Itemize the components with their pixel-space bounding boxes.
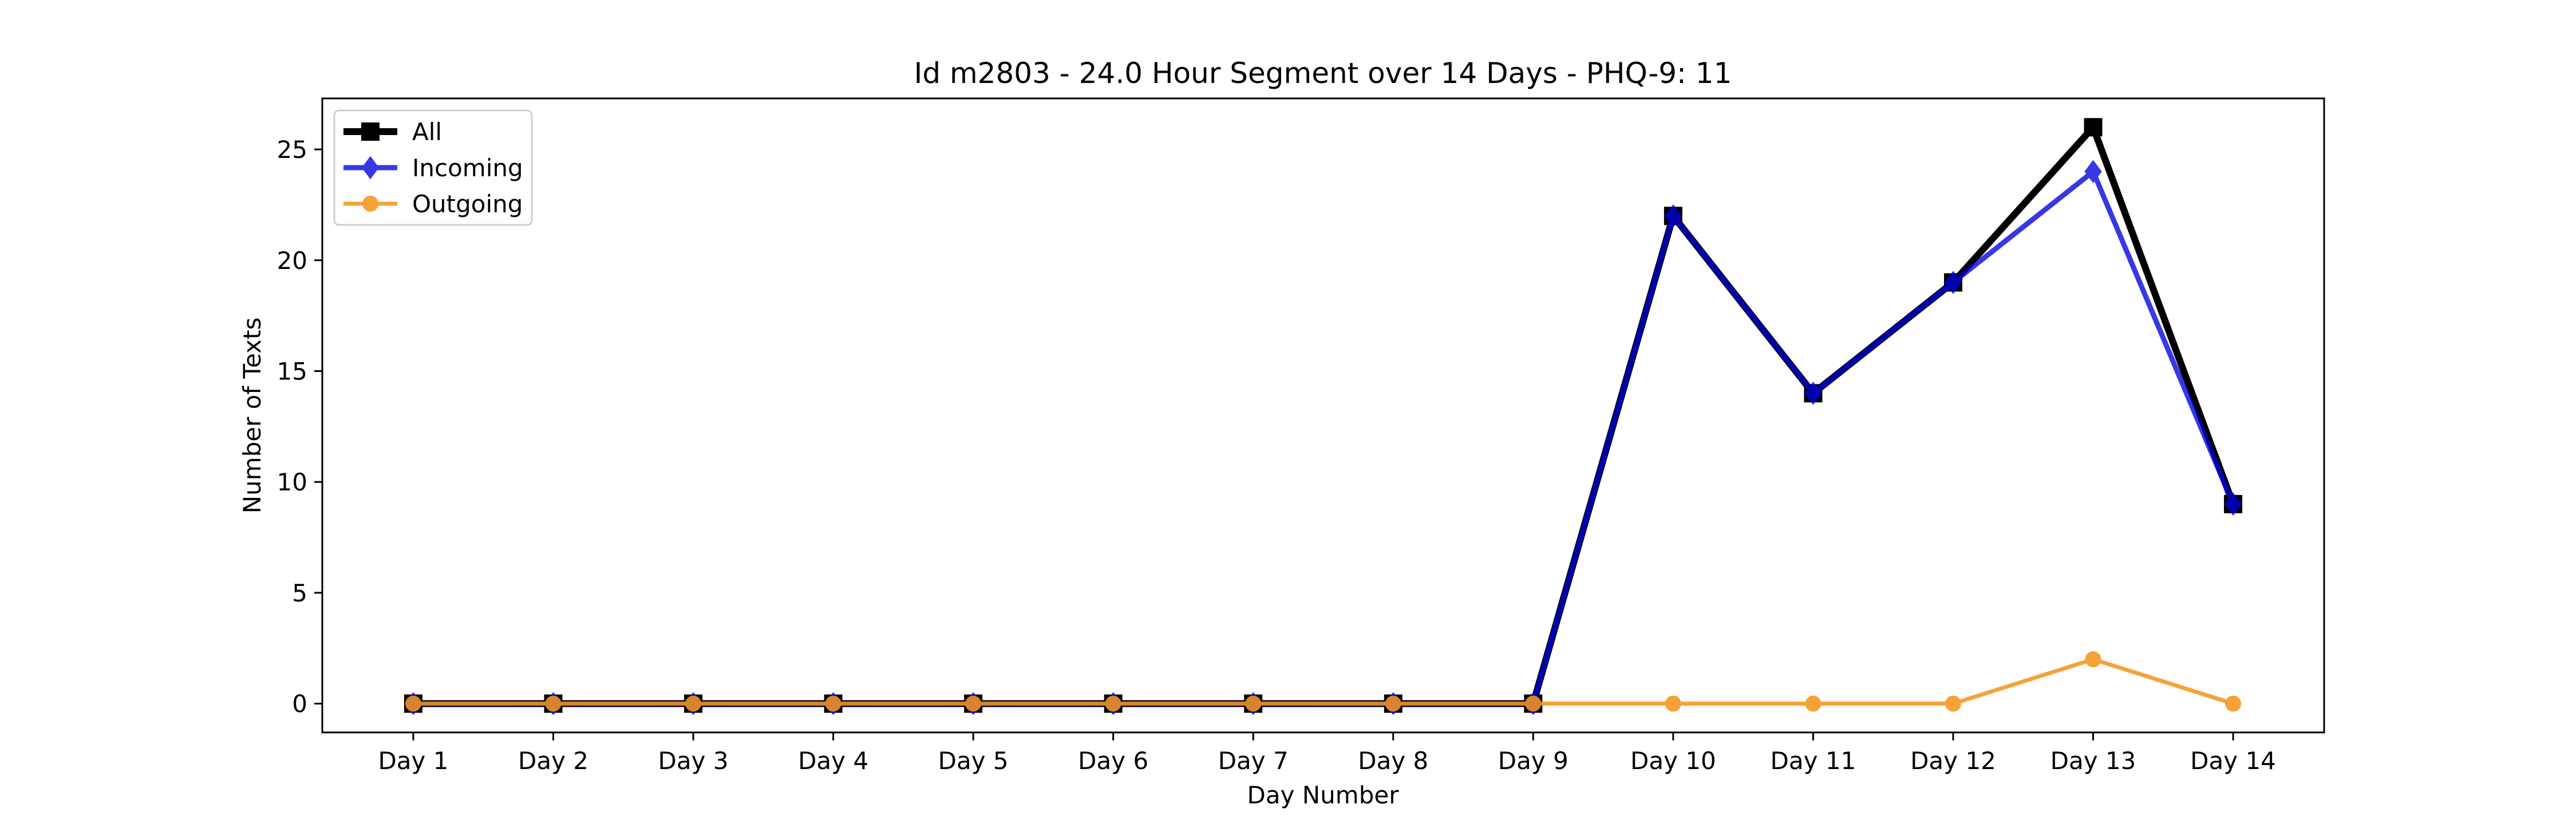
y-tick-label: 25 — [277, 136, 307, 164]
x-axis-ticks: Day 1 Day 2 Day 3 Day 4 Day 5 Day 6 Day 7 Day 8… — [378, 732, 2276, 775]
data-point-incoming — [2224, 492, 2242, 516]
legend-item-incoming — [343, 156, 397, 180]
x-tick-label: Day 7 — [1218, 747, 1289, 775]
x-tick-label: Day 3 — [658, 747, 729, 775]
x-tick-label: Day 2 — [518, 747, 588, 775]
data-point-outgoing — [1525, 695, 1542, 712]
data-point-outgoing — [405, 695, 421, 712]
x-tick-label: Day 1 — [378, 747, 448, 775]
data-point-outgoing — [1385, 695, 1401, 712]
y-tick-label: 0 — [292, 690, 307, 718]
x-tick-label: Day 4 — [798, 747, 868, 775]
data-point-outgoing — [825, 695, 841, 712]
legend-marker — [361, 156, 380, 180]
plot-frame — [321, 97, 2325, 734]
data-point-incoming — [1804, 381, 1822, 405]
data-point-outgoing — [1105, 695, 1121, 712]
data-point-outgoing — [685, 695, 702, 712]
x-tick-label: Day 6 — [1078, 747, 1148, 775]
legend-label: All — [412, 118, 442, 146]
y-axis-label: Number of Texts — [238, 318, 266, 514]
x-tick-label: Day 10 — [1630, 747, 1716, 775]
legend-item-all — [343, 122, 397, 141]
y-axis-ticks: 0 5 10 15 20 25 — [277, 136, 322, 718]
legend-item-outgoing — [343, 196, 397, 212]
legend: All Incoming Outgoing — [333, 109, 533, 226]
data-point-incoming — [1664, 204, 1682, 228]
plot-area: Day 1 Day 2 Day 3 Day 4 Day 5 Day 6 Day 7 Day 8… — [277, 97, 2325, 775]
x-tick-label: Day 11 — [1771, 747, 1856, 775]
data-point-outgoing — [1245, 695, 1262, 712]
y-tick-label: 15 — [277, 358, 307, 386]
legend-frame — [333, 109, 533, 226]
data-point-incoming — [2084, 160, 2102, 184]
x-tick-label: Day 5 — [938, 747, 1009, 775]
data-point-outgoing — [1805, 695, 1822, 712]
series-outgoing — [405, 651, 2242, 712]
y-tick-label: 5 — [292, 579, 307, 607]
data-point-outgoing — [545, 695, 562, 712]
data-point-all — [2084, 118, 2103, 137]
series-line-outgoing — [411, 657, 2235, 706]
x-axis-label: Day Number — [1247, 781, 1399, 809]
x-tick-label: Day 8 — [1358, 747, 1428, 775]
data-point-outgoing — [2225, 695, 2242, 712]
data-point-outgoing — [1665, 695, 1681, 712]
x-tick-label: Day 12 — [1910, 747, 1996, 775]
legend-marker — [362, 196, 378, 212]
legend-label: Incoming — [412, 154, 523, 182]
data-point-outgoing — [1945, 695, 1961, 712]
chart-title: Id m2803 - 24.0 Hour Segment over 14 Day… — [914, 57, 1732, 90]
data-point-outgoing — [2085, 651, 2101, 668]
data-point-outgoing — [965, 695, 982, 712]
y-tick-label: 20 — [277, 247, 307, 275]
series-layer — [404, 118, 2243, 715]
legend-label: Outgoing — [412, 190, 523, 218]
x-tick-label: Day 9 — [1498, 747, 1568, 775]
legend-marker — [361, 122, 380, 141]
x-tick-label: Day 13 — [2050, 747, 2136, 775]
x-tick-label: Day 14 — [2190, 747, 2276, 775]
y-tick-label: 10 — [277, 468, 307, 496]
data-point-incoming — [1944, 271, 1962, 294]
